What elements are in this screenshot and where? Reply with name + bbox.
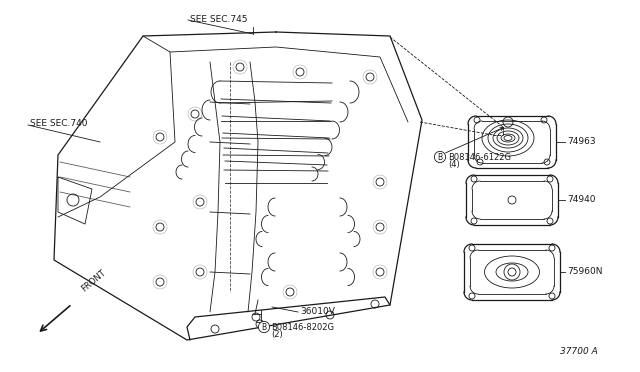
Text: 74963: 74963 [567,138,596,147]
Text: 36010V: 36010V [300,308,335,317]
Text: (2): (2) [271,330,283,339]
Text: (4): (4) [448,160,460,170]
Text: B: B [437,153,443,161]
Text: 74940: 74940 [567,196,595,205]
Text: 75960N: 75960N [567,267,602,276]
Text: SEE SEC.745: SEE SEC.745 [190,16,248,25]
Text: B08146-6122G: B08146-6122G [448,153,511,161]
Text: B08146-8202G: B08146-8202G [271,323,334,331]
Text: B: B [261,323,267,331]
Text: 37700 A: 37700 A [560,347,598,356]
Text: SEE SEC.740: SEE SEC.740 [30,119,88,128]
Text: FRONT: FRONT [80,269,108,294]
